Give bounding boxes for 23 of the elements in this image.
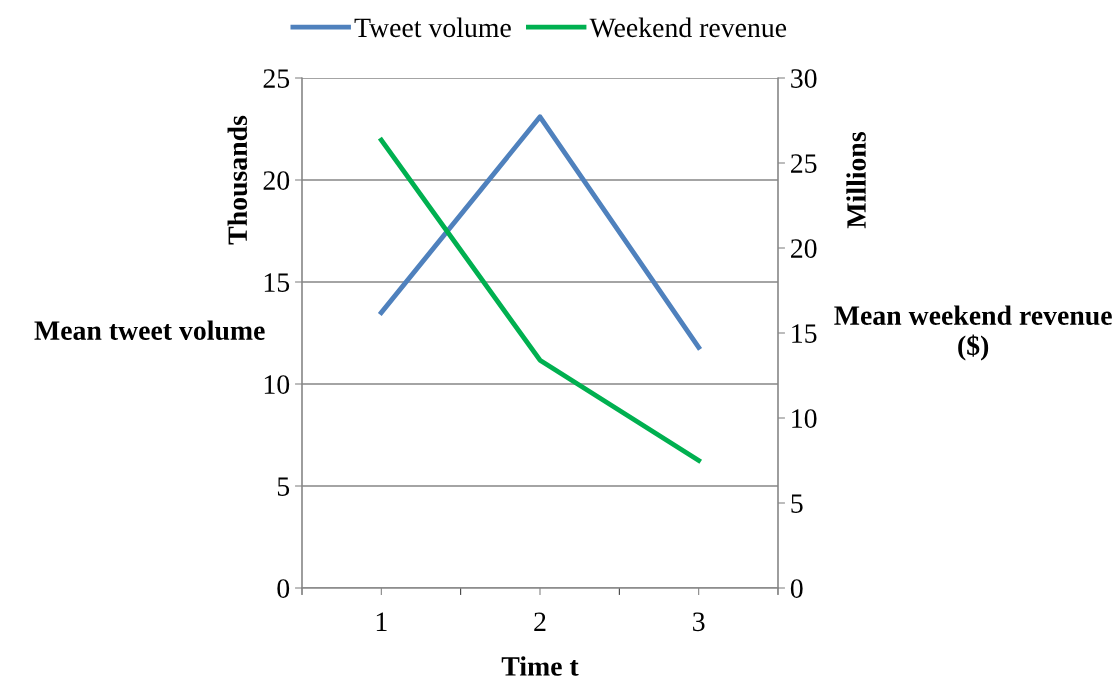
- text: Millions: [846, 132, 866, 229]
- y2-tick-label: 20: [791, 239, 817, 258]
- y2-tick-label: 15: [792, 324, 817, 343]
- y-axis-title: Mean tweet volume: [34, 320, 265, 341]
- y2-axis-title: Mean weekend revenue ($): [834, 305, 1112, 361]
- y2-tick-label: 25: [791, 154, 817, 173]
- y-tick-label: 25: [263, 69, 290, 88]
- text: Thousands: [227, 115, 248, 245]
- x-tick-label: 3: [693, 612, 705, 632]
- y-tick-label: 20: [263, 171, 290, 190]
- y-tick-label: 5: [277, 477, 290, 496]
- legend-label: Tweet volume: [354, 17, 511, 38]
- x-tick-label: 1: [376, 612, 387, 631]
- y-tick-label: 0: [277, 579, 290, 598]
- y2-tick-label: 5: [791, 494, 803, 513]
- legend-label: Weekend revenue: [589, 17, 787, 38]
- x-axis-title: Time t: [501, 656, 579, 676]
- y2-tick-label: 10: [792, 409, 817, 428]
- y-tick-label: 15: [264, 273, 290, 292]
- y2-tick-label: 30: [791, 69, 817, 88]
- y2-tick-label: 0: [790, 579, 803, 598]
- x-tick-label: 2: [534, 612, 546, 631]
- y-tick-label: 10: [264, 375, 290, 394]
